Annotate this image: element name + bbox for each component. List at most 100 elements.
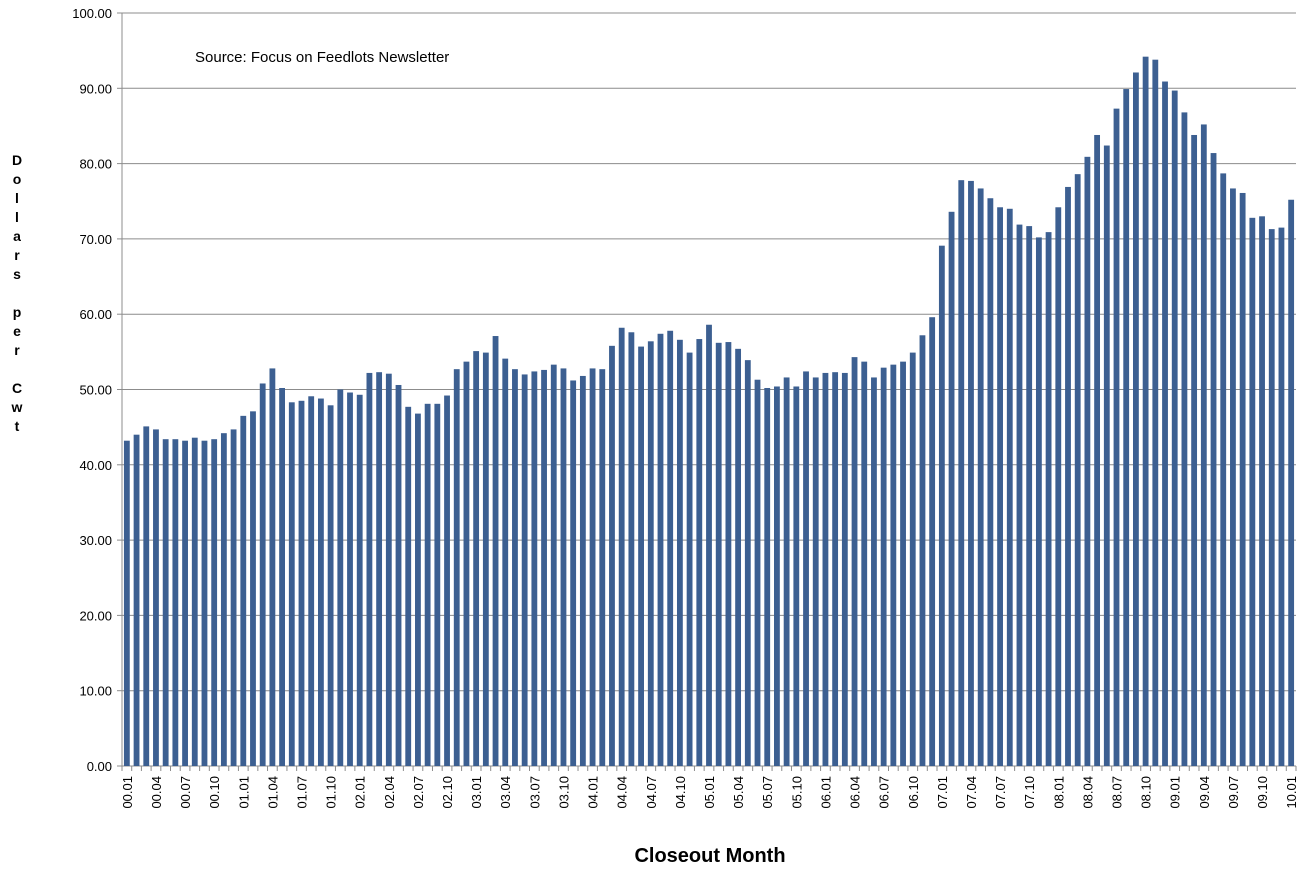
bar <box>686 352 693 766</box>
bar <box>259 383 266 766</box>
bar <box>822 372 829 766</box>
bar <box>182 440 188 766</box>
x-tick-label: 05.01 <box>702 776 717 809</box>
x-axis-title: Closeout Month <box>634 845 785 867</box>
y-tick-label: 20.00 <box>79 608 112 623</box>
bar <box>1065 186 1071 766</box>
x-tick-label: 06.07 <box>877 776 892 809</box>
x-tick-label: 06.10 <box>906 776 921 809</box>
bar <box>541 369 547 766</box>
bar <box>1249 217 1256 767</box>
x-tick-label: 08.01 <box>1051 776 1066 809</box>
x-tick-label: 07.10 <box>1022 776 1037 809</box>
bar <box>172 439 179 766</box>
bar <box>1074 174 1081 767</box>
x-tick-label: 08.04 <box>1080 776 1095 809</box>
bar <box>1152 59 1159 767</box>
bar <box>317 398 324 766</box>
bar <box>744 360 751 766</box>
bar <box>861 361 868 766</box>
bar <box>453 369 460 766</box>
bar <box>589 368 596 766</box>
bar <box>841 372 848 766</box>
bar <box>482 352 489 766</box>
bar <box>133 434 140 766</box>
bar <box>230 429 237 766</box>
bar <box>298 400 305 766</box>
bar <box>880 367 887 766</box>
bar <box>269 368 276 766</box>
bar <box>1210 153 1217 767</box>
bar <box>735 348 742 766</box>
bar <box>201 440 208 766</box>
y-tick-label: 0.00 <box>87 759 112 774</box>
y-tick-label: 10.00 <box>79 684 112 699</box>
bar <box>1288 199 1295 766</box>
x-tick-label: 10.01 <box>1284 776 1299 809</box>
bar <box>385 373 392 766</box>
bar <box>220 433 227 766</box>
bar <box>1103 145 1110 766</box>
bar <box>1026 226 1033 766</box>
bar <box>929 317 936 766</box>
bar <box>463 361 470 766</box>
x-tick-label: 00.01 <box>120 776 135 809</box>
x-tick-label: 01.04 <box>265 776 280 809</box>
bar <box>1132 72 1139 766</box>
bar <box>871 377 877 766</box>
bar <box>531 371 538 766</box>
bar <box>405 406 412 766</box>
bar <box>1016 224 1023 766</box>
bar <box>1055 207 1062 767</box>
bar <box>279 387 286 766</box>
x-tick-label: 02.01 <box>353 776 368 809</box>
x-tick-label: 01.10 <box>324 776 339 809</box>
bar <box>1259 216 1265 766</box>
bar <box>919 335 926 766</box>
bar <box>579 375 586 766</box>
bar <box>909 352 916 766</box>
x-tick-label: 06.04 <box>848 776 863 809</box>
x-tick-label: 03.04 <box>498 776 513 809</box>
y-tick-label: 80.00 <box>79 157 112 172</box>
x-tick-label: 08.07 <box>1110 776 1125 809</box>
y-axis-title: Dollars per Cwt <box>9 152 25 437</box>
x-tick-label: 08.10 <box>1139 776 1154 809</box>
x-tick-label: 09.10 <box>1255 776 1270 809</box>
bar <box>1230 188 1236 767</box>
bar <box>628 332 635 766</box>
bar <box>1239 192 1246 767</box>
y-tick-label: 70.00 <box>79 232 112 247</box>
y-tick-label: 40.00 <box>79 458 112 473</box>
y-tick-label: 90.00 <box>79 81 112 96</box>
bar <box>240 415 247 766</box>
bar <box>162 439 169 766</box>
x-tick-label: 01.01 <box>236 776 251 809</box>
bar <box>1278 227 1285 767</box>
bar <box>550 364 557 766</box>
bar <box>1006 208 1013 766</box>
bar <box>366 372 373 766</box>
bar <box>1084 156 1091 766</box>
bar <box>764 387 771 766</box>
bar <box>153 429 159 766</box>
x-tick-label: 07.01 <box>935 776 950 809</box>
bar <box>667 330 674 766</box>
x-tick-label: 07.07 <box>993 776 1008 809</box>
bar <box>288 402 295 766</box>
bar <box>444 395 450 766</box>
x-tick-label: 03.07 <box>527 776 542 809</box>
bar <box>512 369 518 766</box>
bar <box>337 389 344 766</box>
bar <box>434 403 441 766</box>
x-tick-label: 00.10 <box>207 776 222 809</box>
bar <box>1094 134 1101 767</box>
bar <box>948 211 955 767</box>
bar <box>1162 81 1168 766</box>
bar <box>1142 56 1149 766</box>
bar <box>725 342 732 766</box>
bar <box>783 377 790 766</box>
x-tick-label: 05.04 <box>731 776 746 809</box>
x-tick-label: 02.04 <box>382 776 397 809</box>
annotation: Source: Focus on Feedlots Newsletter <box>195 49 449 66</box>
